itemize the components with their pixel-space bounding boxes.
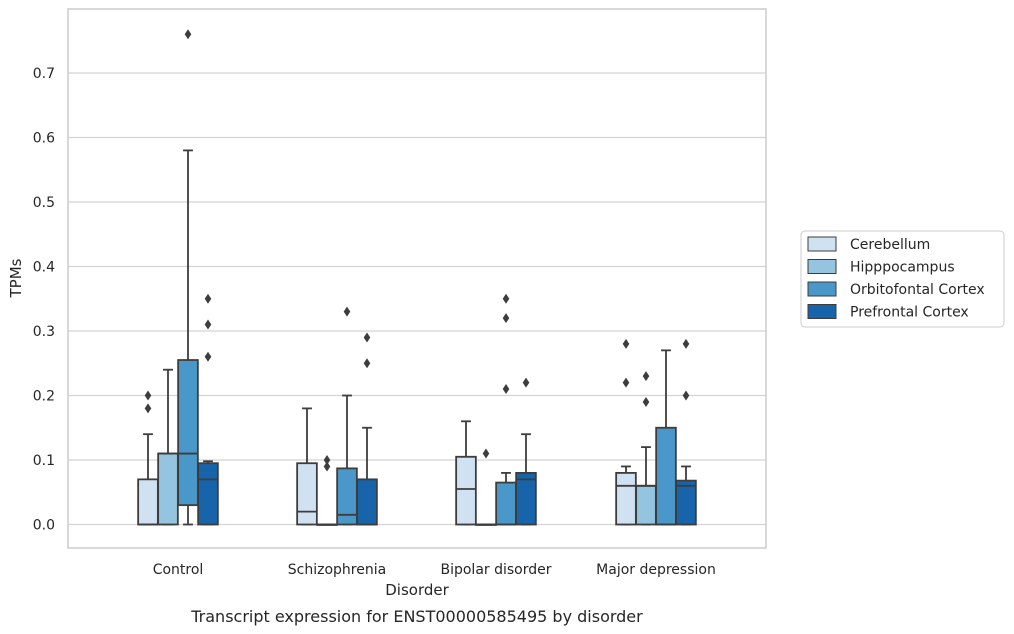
outlier-point <box>184 29 192 40</box>
box-3-1 <box>635 371 657 526</box>
box-0-3 <box>197 293 219 526</box>
box-body <box>157 452 179 526</box>
y-tick-label: 0.7 <box>33 66 55 82</box>
legend-swatch <box>807 236 837 252</box>
y-tick-label: 0.1 <box>33 453 55 469</box>
outlier-point <box>144 403 152 414</box>
box-body <box>197 462 219 526</box>
legend-label: Hipppocampus <box>850 260 955 276</box>
box-2-1 <box>475 448 497 526</box>
y-tick-label: 0.4 <box>33 260 55 276</box>
box-body <box>336 467 358 526</box>
x-tick-label: Control <box>153 562 204 578</box>
box-body <box>296 462 318 526</box>
legend-label: Prefrontal Cortex <box>850 305 969 321</box>
x-tick-labels: Control Schizophrenia Bipolar disorder Majo… <box>153 562 716 578</box>
box-3-0 <box>615 338 637 526</box>
boxes <box>137 29 697 526</box>
x-tick-label: Bipolar disorder <box>440 562 551 578</box>
y-tick-label: 0.6 <box>33 131 55 147</box>
outlier-point <box>502 384 510 395</box>
outlier-point <box>622 377 630 388</box>
outlier-point <box>642 396 650 407</box>
box-body <box>515 471 537 526</box>
y-tick-label: 0.3 <box>33 324 55 340</box>
y-tick-label: 0.0 <box>33 518 55 534</box>
box-1-1 <box>316 455 338 526</box>
outlier-point <box>144 390 152 401</box>
outlier-point <box>204 293 212 304</box>
box-body <box>455 455 477 526</box>
legend-label: Orbitofontal Cortex <box>850 282 985 298</box>
y-tick-label: 0.2 <box>33 389 55 405</box>
box-body <box>137 478 159 526</box>
legend: Cerebellum Hipppocampus Orbitofontal Corte… <box>800 230 1005 328</box>
legend-swatch <box>807 281 837 297</box>
outlier-point <box>682 338 690 349</box>
box-1-2 <box>336 306 358 526</box>
legend-frame <box>800 230 1005 328</box>
outlier-point <box>204 319 212 330</box>
outlier-point <box>323 461 331 472</box>
box-1-3 <box>356 332 378 526</box>
legend-swatch <box>807 259 837 274</box>
chart-caption: Transcript expression for ENST0000058549… <box>190 607 643 626</box>
box-1-0 <box>296 407 318 526</box>
box-3-3 <box>675 338 697 526</box>
plot-frame <box>67 8 767 549</box>
outlier-point <box>502 293 510 304</box>
box-body <box>356 478 378 526</box>
outlier-point <box>482 448 490 459</box>
x-axis-label: Disorder <box>385 581 449 599</box>
outlier-point <box>642 371 650 382</box>
x-tick-label: Major depression <box>596 562 716 578</box>
legend-label: Cerebellum <box>850 237 930 253</box>
box-2-3 <box>515 377 537 526</box>
box-body <box>635 484 657 526</box>
outlier-point <box>682 390 690 401</box>
outlier-point <box>363 332 371 343</box>
box-3-2 <box>655 349 677 526</box>
box-body <box>495 481 517 526</box>
box-0-0 <box>137 390 159 526</box>
y-axis-label: TPMs <box>7 258 25 298</box>
box-2-2 <box>495 293 517 526</box>
outlier-point <box>363 358 371 369</box>
x-tick-label: Schizophrenia <box>288 562 386 578</box>
outlier-point <box>343 306 351 317</box>
box-body <box>177 359 199 507</box>
box-0-1 <box>157 368 179 526</box>
outlier-point <box>502 313 510 324</box>
box-body <box>655 426 677 526</box>
y-tick-labels: 0.0 0.1 0.2 0.3 0.4 0.5 0.6 0.7 <box>33 66 55 534</box>
outlier-point <box>204 351 212 362</box>
box-body <box>675 479 697 526</box>
box-2-0 <box>455 420 477 526</box>
box-0-2 <box>177 29 199 526</box>
y-tick-label: 0.5 <box>33 195 55 211</box>
box-body <box>615 471 637 526</box>
outlier-point <box>522 377 530 388</box>
outlier-point <box>323 455 331 465</box>
outlier-point <box>622 338 630 349</box>
legend-swatch <box>807 304 837 319</box>
